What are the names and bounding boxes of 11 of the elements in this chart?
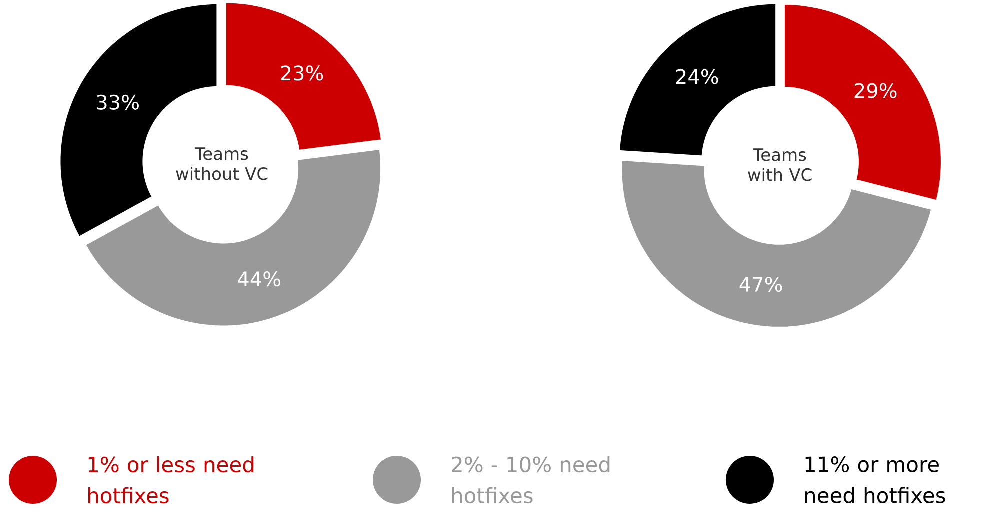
text: Teams without VC bbox=[176, 148, 268, 180]
data-label: 44% bbox=[238, 272, 281, 287]
data-label: 23% bbox=[281, 66, 324, 81]
legend-label: 2% - 10% need hotfixes bbox=[452, 456, 610, 504]
data-label: 33% bbox=[97, 94, 139, 110]
data-label: 29% bbox=[854, 83, 897, 98]
data-label: 24% bbox=[676, 69, 718, 84]
data-label: 47% bbox=[740, 276, 782, 292]
legend-label: 11% or more need hotfixes bbox=[805, 456, 946, 504]
legend-label: 1% or less need hotfixes bbox=[88, 456, 254, 504]
text: Teams with VC bbox=[748, 148, 812, 182]
